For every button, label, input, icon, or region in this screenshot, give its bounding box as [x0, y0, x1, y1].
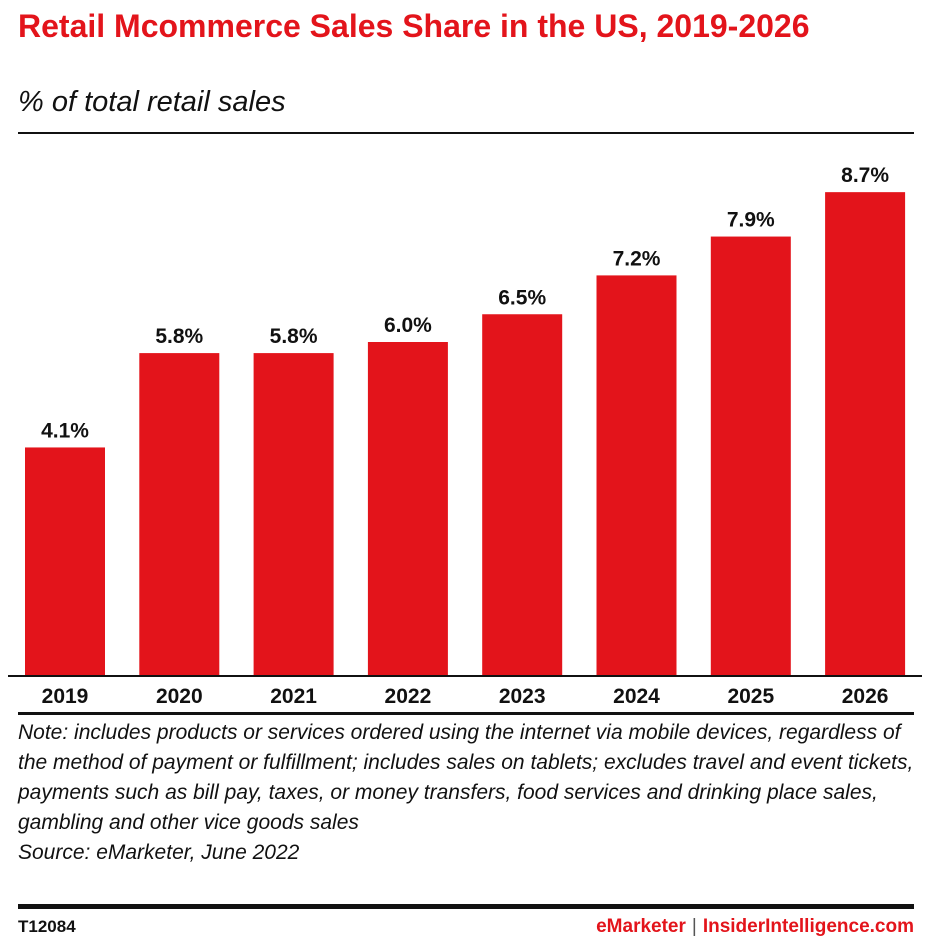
data-label: 7.9% [727, 209, 775, 232]
chart-notes: Note: includes products or services orde… [18, 718, 918, 868]
data-label: 8.7% [841, 164, 889, 187]
brand-separator: | [691, 916, 697, 937]
bar-2021 [253, 353, 334, 675]
note-text: Note: includes products or services orde… [18, 721, 914, 834]
source-text: Source: eMarketer, June 2022 [18, 841, 300, 864]
data-label: 6.5% [498, 286, 546, 309]
x-tick-label: 2021 [270, 685, 317, 708]
x-tick-label: 2025 [727, 685, 774, 708]
bar-2026 [825, 192, 906, 675]
chart-subtitle: % of total retail sales [18, 86, 286, 118]
note-divider [18, 712, 914, 715]
data-label: 5.8% [270, 325, 318, 348]
x-tick-label: 2024 [613, 685, 660, 708]
x-tick-label: 2026 [842, 685, 889, 708]
brand-insiderintelligence: InsiderIntelligence.com [702, 916, 914, 937]
chart-title: Retail Mcommerce Sales Share in the US, … [18, 8, 810, 44]
bar-chart: 4.1% 2019 5.8% 2020 5.8% 2021 6.0% 2022 6.5% 2023… [8, 164, 922, 708]
data-label: 6.0% [384, 314, 432, 337]
footer-divider [18, 904, 914, 909]
footer-brand: eMarketer | InsiderIntelligence.com [596, 916, 914, 938]
bar-2019 [25, 447, 105, 675]
x-axis-baseline [8, 675, 922, 677]
x-tick-label: 2022 [385, 685, 432, 708]
data-label: 4.1% [41, 419, 89, 442]
chart-id: T12084 [18, 917, 76, 936]
x-tick-label: 2019 [42, 685, 89, 708]
bar-2025 [710, 236, 791, 676]
data-label: 7.2% [613, 247, 661, 270]
data-label: 5.8% [155, 325, 203, 348]
x-tick-label: 2020 [156, 685, 203, 708]
bar-2022 [367, 342, 448, 675]
x-tick-label: 2023 [499, 685, 546, 708]
bar-2020 [139, 353, 220, 675]
bar-2023 [482, 314, 563, 675]
brand-emarketer: eMarketer [596, 916, 686, 937]
bar-2024 [596, 275, 677, 675]
top-divider [18, 132, 914, 134]
